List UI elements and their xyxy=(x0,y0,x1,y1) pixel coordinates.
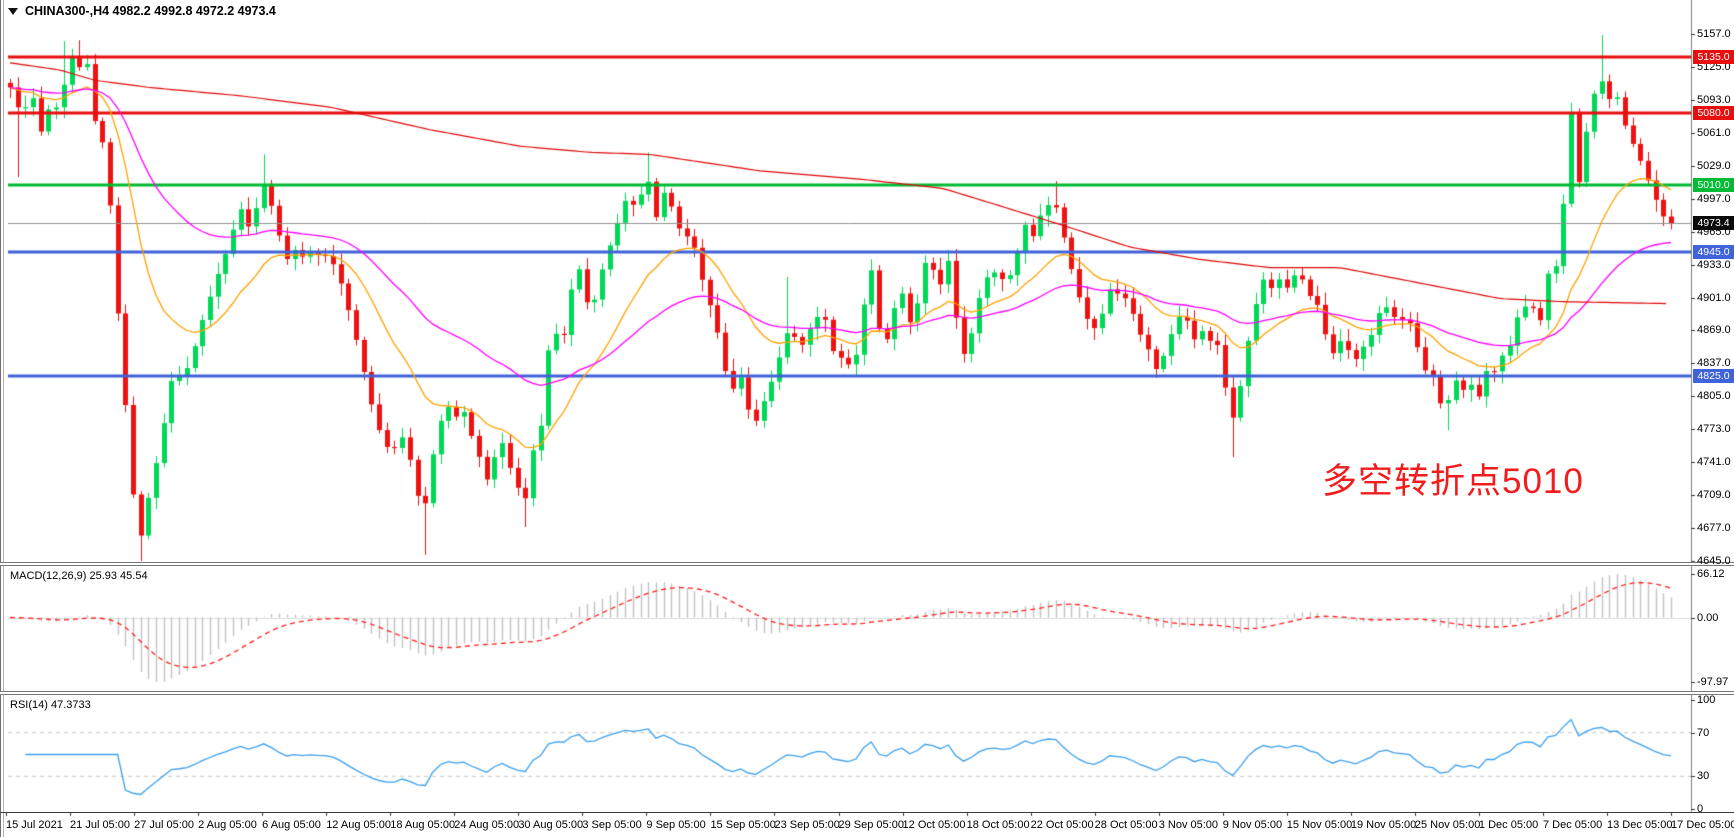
time-tick-label: 13 Dec 05:00 xyxy=(1607,819,1673,831)
left-window-border xyxy=(0,0,1,837)
time-tick-label: 3 Nov 05:00 xyxy=(1158,819,1219,831)
time-tick-label: 9 Sep 05:00 xyxy=(646,819,706,831)
chart-title: CHINA300-,H4 4982.2 4992.8 4972.2 4973.4 xyxy=(8,4,276,18)
time-tick-label: 30 Aug 05:00 xyxy=(518,819,584,831)
price-tick-label: 4773.0 xyxy=(1697,423,1731,436)
price-tick-label: 4805.0 xyxy=(1697,390,1731,403)
macd-axis-label: -97.97 xyxy=(1697,675,1729,688)
price-tick-label: 4741.0 xyxy=(1697,456,1731,469)
level-price-badge: 5135.0 xyxy=(1693,49,1734,64)
symbol-dropdown-icon[interactable] xyxy=(8,7,18,15)
main-macd-separator-gap xyxy=(0,563,1734,565)
price-tick-label: 5125.0 xyxy=(1697,60,1731,73)
time-tick-label: 23 Sep 05:00 xyxy=(774,819,840,831)
time-tick-label: 24 Aug 05:00 xyxy=(454,819,520,831)
current-price-badge: 4973.4 xyxy=(1693,215,1734,230)
symbol-ohlc-text: CHINA300-,H4 4982.2 4992.8 4972.2 4973.4 xyxy=(25,4,276,18)
price-tick-label: 4645.0 xyxy=(1697,555,1731,567)
rsi-axis-label: 30 xyxy=(1697,770,1710,783)
time-tick-label: 19 Nov 05:00 xyxy=(1350,819,1417,831)
time-tick-label: 15 Nov 05:00 xyxy=(1286,819,1353,831)
macd-rsi-separator[interactable] xyxy=(0,691,1734,692)
rsi-axis-label: 70 xyxy=(1697,726,1710,739)
time-tick-label: 18 Aug 05:00 xyxy=(390,819,456,831)
time-tick-label: 9 Nov 05:00 xyxy=(1222,819,1283,831)
price-tick-label: 5029.0 xyxy=(1697,159,1731,172)
price-tick-label: 4837.0 xyxy=(1697,357,1731,370)
macd-label: MACD(12,26,9) 25.93 45.54 xyxy=(10,570,148,582)
rsi-axis-label: 0 xyxy=(1697,803,1704,815)
time-tick-label: 22 Oct 05:00 xyxy=(1030,819,1094,831)
time-tick-label: 1 Dec 05:00 xyxy=(1478,819,1539,831)
time-tick-label: 6 Aug 05:00 xyxy=(262,819,321,831)
level-price-badge: 5080.0 xyxy=(1693,106,1734,121)
chart-annotation-text: 多空转折点5010 xyxy=(1322,462,1584,501)
time-tick-label: 12 Oct 05:00 xyxy=(902,819,966,831)
rsi-axis-label: 100 xyxy=(1697,694,1716,706)
macd-rsi-separator2 xyxy=(0,694,1734,695)
time-axis-line xyxy=(0,812,1734,813)
time-tick-label: 7 Dec 05:00 xyxy=(1542,819,1603,831)
macd-axis-label: 0.00 xyxy=(1697,611,1719,624)
macd-rsi-separator-gap xyxy=(0,692,1734,694)
time-tick-label: 25 Nov 05:00 xyxy=(1414,819,1481,831)
main-macd-separator[interactable] xyxy=(0,562,1734,563)
price-tick-label: 5093.0 xyxy=(1697,93,1731,106)
price-tick-label: 5061.0 xyxy=(1697,126,1731,139)
rsi-label: RSI(14) 47.3733 xyxy=(10,699,91,711)
price-tick-label: 4677.0 xyxy=(1697,522,1731,535)
time-tick-label: 12 Aug 05:00 xyxy=(326,819,392,831)
time-tick-label: 2 Aug 05:00 xyxy=(198,819,257,831)
price-tick-label: 4997.0 xyxy=(1697,192,1731,205)
time-tick-label: 21 Jul 05:00 xyxy=(70,819,130,831)
price-tick-label: 4869.0 xyxy=(1697,324,1731,337)
price-tick-label: 4709.0 xyxy=(1697,489,1731,502)
time-tick-label: 17 Dec 05:00 xyxy=(1671,819,1734,831)
time-tick-label: 27 Jul 05:00 xyxy=(134,819,195,831)
price-tick-label: 4901.0 xyxy=(1697,291,1731,304)
level-price-badge: 4825.0 xyxy=(1693,368,1734,383)
time-tick-label: 15 Sep 05:00 xyxy=(710,819,776,831)
time-tick-label: 29 Sep 05:00 xyxy=(838,819,904,831)
price-tick-label: 5157.0 xyxy=(1697,28,1731,40)
time-tick-label: 15 Jul 2021 xyxy=(6,819,63,831)
level-price-badge: 5010.0 xyxy=(1693,178,1734,193)
time-tick-label: 28 Oct 05:00 xyxy=(1094,819,1158,831)
time-tick-label: 3 Sep 05:00 xyxy=(582,819,642,831)
time-tick-label: 18 Oct 05:00 xyxy=(966,819,1030,831)
price-tick-label: 4933.0 xyxy=(1697,258,1731,271)
level-price-badge: 4945.0 xyxy=(1693,245,1734,260)
left-window-border-inner xyxy=(3,0,4,837)
macd-axis-label: 66.12 xyxy=(1697,567,1725,580)
main-macd-separator2 xyxy=(0,565,1734,566)
